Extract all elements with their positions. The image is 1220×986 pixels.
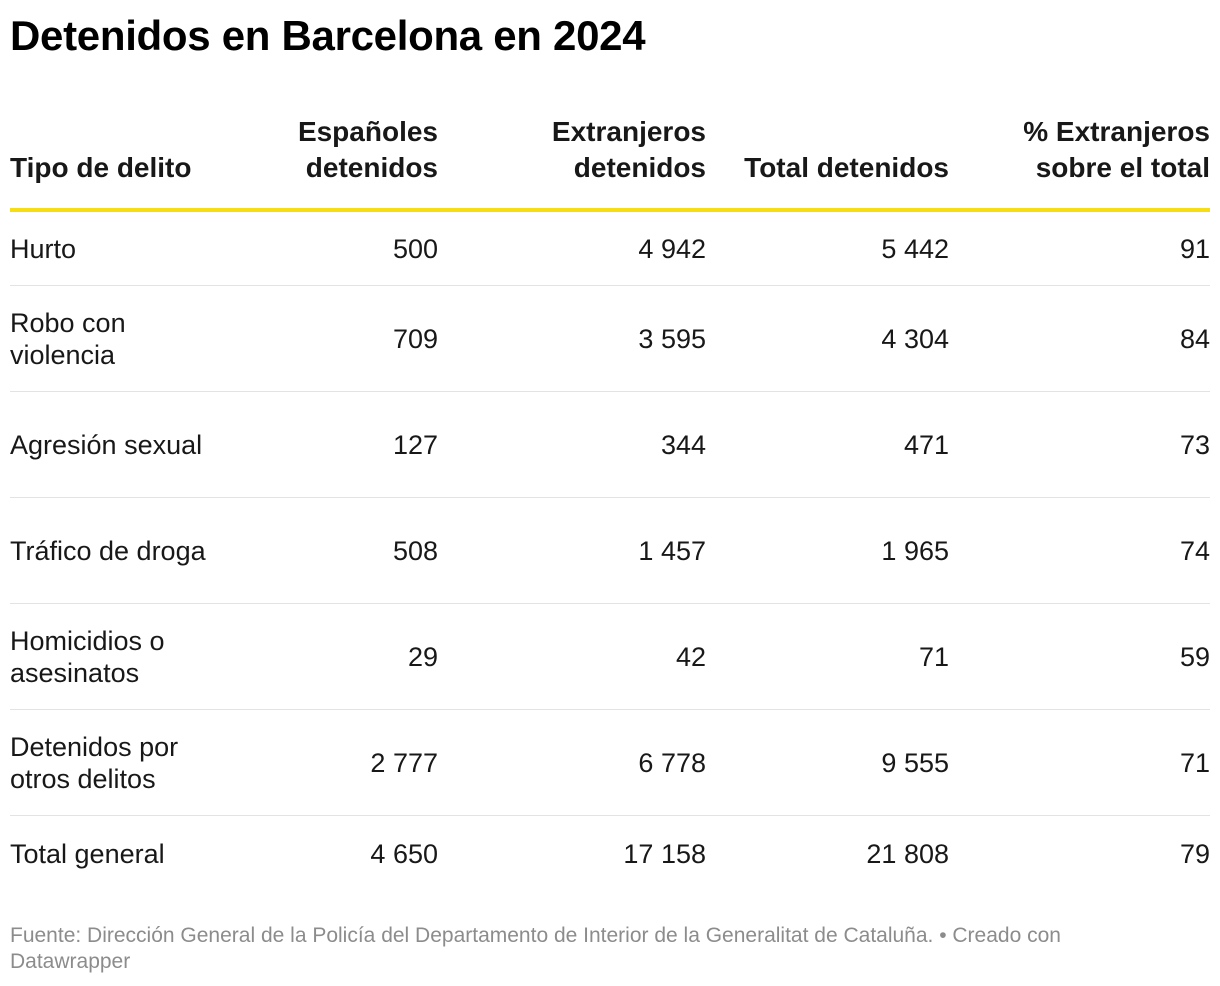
cell-total: 5 442	[706, 210, 949, 286]
cell-pct-extranjeros: 91	[949, 210, 1210, 286]
cell-extranjeros: 3 595	[438, 285, 706, 392]
cell-espanoles: 4 650	[370, 839, 438, 869]
cell-extranjeros: 1 457	[438, 497, 706, 604]
cell-crime-type: Homicidios o asesinatos	[10, 603, 210, 710]
table-row: Homicidios o asesinatos 29 42 71 59	[10, 603, 1210, 710]
cell-total: 4 304	[706, 285, 949, 392]
column-header-tipo-de-delito[interactable]: Tipo de delito	[10, 114, 210, 212]
cell-total: 471	[706, 391, 949, 498]
cell-total: 1 965	[706, 497, 949, 604]
table-header-row: Tipo de delito Españoles detenidos Extra…	[10, 114, 1210, 212]
cell-extranjeros: 42	[438, 603, 706, 710]
cell-pct-extranjeros: 59	[949, 603, 1210, 710]
chart-title: Detenidos en Barcelona en 2024	[10, 12, 646, 59]
cell-crime-type: Total general	[10, 839, 165, 869]
cell-extranjeros: 6 778	[438, 709, 706, 816]
cell-espanoles: 709	[210, 285, 438, 392]
cell-crime-type: Hurto	[10, 210, 210, 286]
cell-pct-extranjeros: 71	[949, 709, 1210, 816]
table-row: Robo con violencia 709 3 595 4 304 84	[10, 285, 1210, 392]
table-row: Agresión sexual 127 344 471 73	[10, 391, 1210, 498]
cell-crime-type: Detenidos por otros delitos	[10, 709, 210, 816]
cell-crime-type: Agresión sexual	[10, 391, 210, 498]
column-header-extranjeros-detenidos[interactable]: Extranjeros detenidos	[438, 114, 706, 212]
table-row: Hurto 500 4 942 5 442 91	[10, 210, 1210, 286]
table-row-total: Total general 4 650 17 158 21 808 79	[10, 816, 1210, 893]
table-row: Detenidos por otros delitos 2 777 6 778 …	[10, 709, 1210, 816]
cell-extranjeros: 344	[438, 391, 706, 498]
cell-espanoles: 2 777	[210, 709, 438, 816]
cell-espanoles: 508	[210, 497, 438, 604]
cell-pct-extranjeros: 84	[949, 285, 1210, 392]
cell-espanoles: 127	[210, 391, 438, 498]
cell-total: 9 555	[706, 709, 949, 816]
chart-container: Detenidos en Barcelona en 2024 Tipo de d…	[10, 12, 1210, 973]
column-header-espanoles-detenidos[interactable]: Españoles detenidos	[210, 114, 438, 212]
cell-espanoles: 500	[210, 210, 438, 286]
cell-extranjeros: 4 942	[438, 210, 706, 286]
cell-pct-extranjeros: 73	[949, 391, 1210, 498]
cell-total: 21 808	[866, 839, 949, 869]
cell-crime-type: Tráfico de droga	[10, 497, 210, 604]
cell-total: 71	[706, 603, 949, 710]
column-header-total-detenidos[interactable]: Total detenidos	[706, 114, 949, 212]
cell-extranjeros: 17 158	[623, 839, 706, 869]
column-header-pct-extranjeros[interactable]: % Extranjeros sobre el total	[949, 114, 1210, 212]
source-footer: Fuente: Dirección General de la Policía …	[10, 924, 1061, 973]
cell-crime-type: Robo con violencia	[10, 285, 210, 392]
cell-pct-extranjeros: 79	[1179, 839, 1210, 869]
data-table: Tipo de delito Españoles detenidos Extra…	[10, 114, 1210, 892]
table-row: Tráfico de droga 508 1 457 1 965 74	[10, 497, 1210, 604]
cell-espanoles: 29	[210, 603, 438, 710]
cell-pct-extranjeros: 74	[949, 497, 1210, 604]
